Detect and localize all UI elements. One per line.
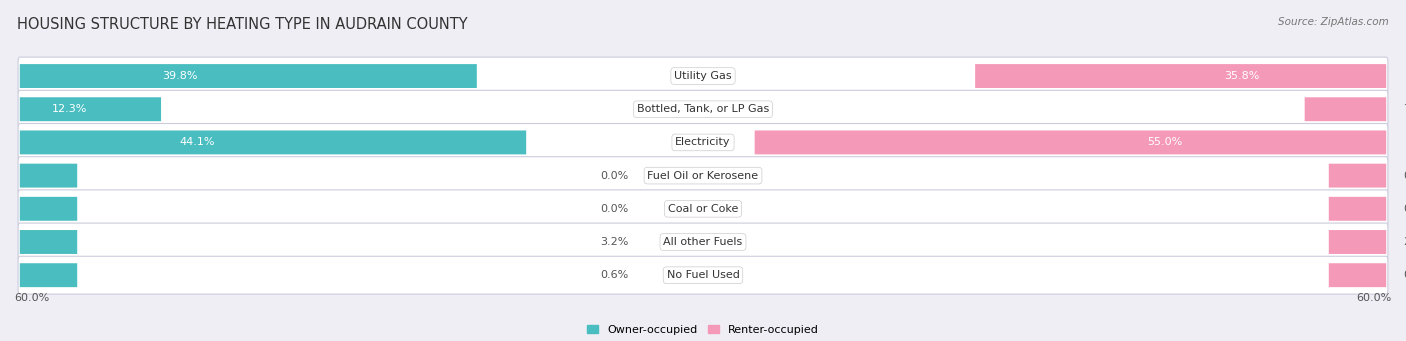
Text: 0.0%: 0.0%: [1403, 170, 1406, 181]
Text: 7.1%: 7.1%: [1403, 104, 1406, 114]
Text: 0.6%: 0.6%: [600, 270, 628, 280]
Text: No Fuel Used: No Fuel Used: [666, 270, 740, 280]
FancyBboxPatch shape: [18, 190, 1388, 228]
Text: 3.2%: 3.2%: [600, 237, 628, 247]
FancyBboxPatch shape: [755, 131, 1386, 154]
Text: Fuel Oil or Kerosene: Fuel Oil or Kerosene: [647, 170, 759, 181]
FancyBboxPatch shape: [20, 263, 77, 287]
FancyBboxPatch shape: [1329, 263, 1386, 287]
Text: 55.0%: 55.0%: [1147, 137, 1182, 147]
FancyBboxPatch shape: [20, 230, 77, 254]
Text: 39.8%: 39.8%: [162, 71, 197, 81]
Text: Source: ZipAtlas.com: Source: ZipAtlas.com: [1278, 17, 1389, 27]
Text: Electricity: Electricity: [675, 137, 731, 147]
FancyBboxPatch shape: [18, 223, 1388, 261]
FancyBboxPatch shape: [1329, 164, 1386, 188]
FancyBboxPatch shape: [18, 157, 1388, 194]
FancyBboxPatch shape: [18, 90, 1388, 128]
Text: 60.0%: 60.0%: [14, 293, 49, 303]
FancyBboxPatch shape: [20, 197, 77, 221]
FancyBboxPatch shape: [1305, 97, 1386, 121]
Text: All other Fuels: All other Fuels: [664, 237, 742, 247]
Text: 0.0%: 0.0%: [600, 170, 628, 181]
Text: 0.0%: 0.0%: [1403, 270, 1406, 280]
FancyBboxPatch shape: [20, 64, 477, 88]
Text: 0.0%: 0.0%: [600, 204, 628, 214]
FancyBboxPatch shape: [1329, 197, 1386, 221]
Legend: Owner-occupied, Renter-occupied: Owner-occupied, Renter-occupied: [582, 320, 824, 339]
Text: 44.1%: 44.1%: [180, 137, 215, 147]
FancyBboxPatch shape: [18, 256, 1388, 294]
Text: 60.0%: 60.0%: [1357, 293, 1392, 303]
Text: Coal or Coke: Coal or Coke: [668, 204, 738, 214]
Text: HOUSING STRUCTURE BY HEATING TYPE IN AUDRAIN COUNTY: HOUSING STRUCTURE BY HEATING TYPE IN AUD…: [17, 17, 468, 32]
FancyBboxPatch shape: [20, 164, 77, 188]
FancyBboxPatch shape: [20, 97, 162, 121]
FancyBboxPatch shape: [976, 64, 1386, 88]
FancyBboxPatch shape: [20, 131, 526, 154]
Text: 12.3%: 12.3%: [52, 104, 87, 114]
Text: Utility Gas: Utility Gas: [675, 71, 731, 81]
Text: 2.2%: 2.2%: [1403, 237, 1406, 247]
Text: 0.0%: 0.0%: [1403, 204, 1406, 214]
Text: 35.8%: 35.8%: [1225, 71, 1260, 81]
FancyBboxPatch shape: [18, 123, 1388, 161]
FancyBboxPatch shape: [1329, 230, 1386, 254]
Text: Bottled, Tank, or LP Gas: Bottled, Tank, or LP Gas: [637, 104, 769, 114]
FancyBboxPatch shape: [18, 57, 1388, 95]
